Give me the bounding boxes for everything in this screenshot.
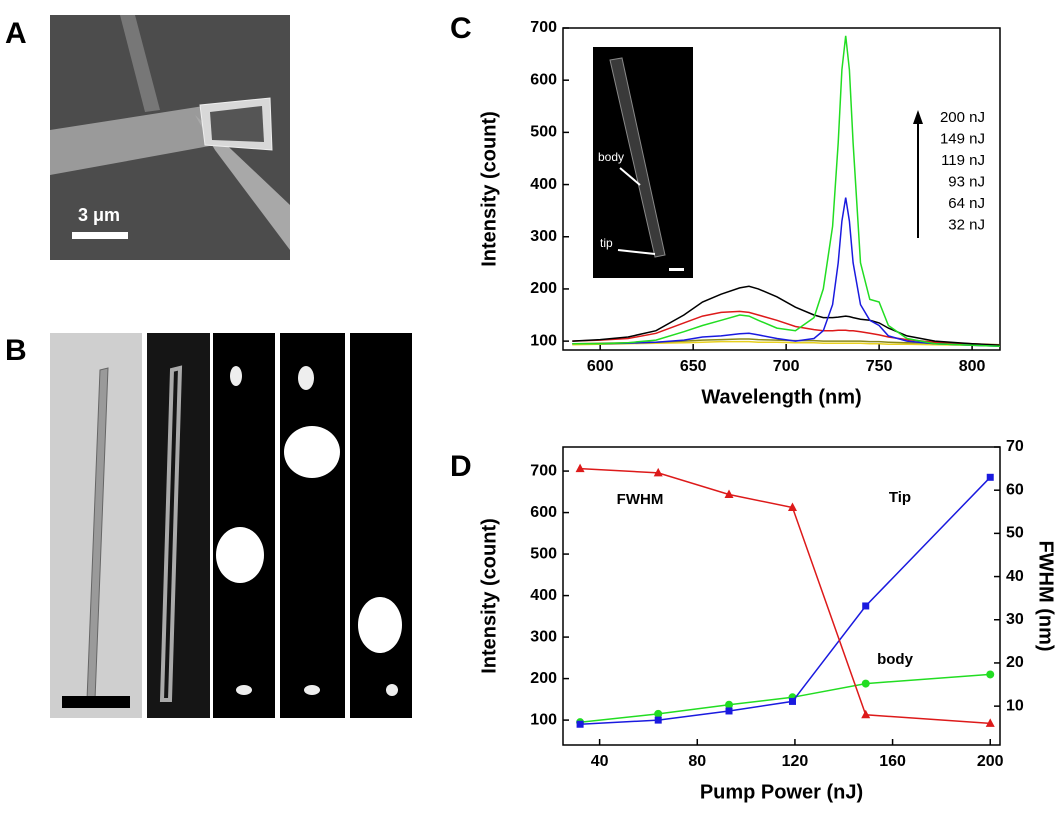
y-tick-label: 700	[530, 462, 557, 479]
series-line	[580, 477, 990, 724]
panel-label: D	[450, 450, 472, 483]
y-tick-label: 400	[530, 176, 557, 193]
x-axis-label: Wavelength (nm)	[701, 386, 861, 408]
legend-entry: 149 nJ	[940, 130, 985, 147]
legend-entry: 64 nJ	[948, 195, 985, 212]
marker	[862, 680, 870, 688]
x-tick-label: 600	[587, 358, 614, 375]
y-tick-label: 300	[530, 628, 557, 645]
marker	[986, 670, 994, 678]
y-tick-label: 100	[530, 332, 557, 349]
legend-entry: 32 nJ	[948, 216, 985, 233]
y2-tick-label: 40	[1006, 568, 1024, 585]
marker	[655, 717, 662, 724]
y-axis-label: Intensity (count)	[478, 518, 500, 674]
y-tick-label: 200	[530, 670, 557, 687]
y-tick-label: 500	[530, 545, 557, 562]
y-tick-label: 100	[530, 711, 557, 728]
legend-entry: 119 nJ	[941, 152, 985, 169]
x-tick-label: 800	[959, 358, 986, 375]
series-label: body	[877, 651, 913, 668]
y2-tick-label: 30	[1006, 611, 1024, 628]
y2-tick-label: 50	[1006, 525, 1024, 542]
x-tick-label: 750	[866, 358, 893, 375]
inset-label: tip	[600, 236, 613, 250]
x-tick-label: 200	[977, 753, 1004, 770]
y2-tick-label: 60	[1006, 481, 1024, 498]
page: A B C D 3 μm body tip 600 650 700 750 800 100…	[0, 0, 1061, 831]
panel-label: B	[5, 334, 27, 367]
series-line	[580, 674, 990, 722]
legend-arrowhead	[913, 110, 923, 124]
marker	[576, 464, 585, 473]
y-tick-label: 600	[530, 504, 557, 521]
y2-tick-label: 20	[1006, 654, 1024, 671]
figure: A B C D 3 μm body tip 600 650 700 750 800 100…	[0, 0, 1061, 831]
scale-bar-label: 3 μm	[78, 205, 120, 225]
y2-axis-label: FWHM (nm)	[1035, 540, 1057, 651]
y-tick-label: 700	[530, 19, 557, 36]
y-tick-label: 300	[530, 228, 557, 245]
panel-label: C	[450, 12, 472, 45]
marker	[862, 602, 869, 609]
x-tick-label: 80	[688, 753, 706, 770]
y-tick-label: 500	[530, 124, 557, 141]
series-label: Tip	[889, 489, 911, 506]
y2-tick-label: 10	[1006, 697, 1024, 714]
legend-entry: 93 nJ	[948, 173, 985, 190]
panel-label: A	[5, 17, 27, 50]
y-tick-label: 200	[530, 280, 557, 297]
y2-tick-label: 70	[1006, 438, 1024, 455]
inset-label: body	[598, 150, 624, 164]
x-tick-label: 700	[773, 358, 800, 375]
optical-images	[50, 333, 412, 718]
x-tick-label: 650	[680, 358, 707, 375]
marker	[577, 721, 584, 728]
x-tick-label: 160	[879, 753, 906, 770]
y-tick-label: 400	[530, 587, 557, 604]
series-label: FWHM	[617, 491, 664, 508]
x-axis-label: Pump Power (nJ)	[700, 781, 863, 803]
marker	[861, 710, 870, 719]
marker	[726, 707, 733, 714]
marker	[789, 698, 796, 705]
legend-entry: 200 nJ	[940, 109, 985, 126]
x-tick-label: 40	[591, 753, 609, 770]
x-tick-label: 120	[782, 753, 809, 770]
marker	[987, 474, 994, 481]
y-axis-label: Intensity (count)	[478, 111, 500, 267]
y-tick-label: 600	[530, 71, 557, 88]
